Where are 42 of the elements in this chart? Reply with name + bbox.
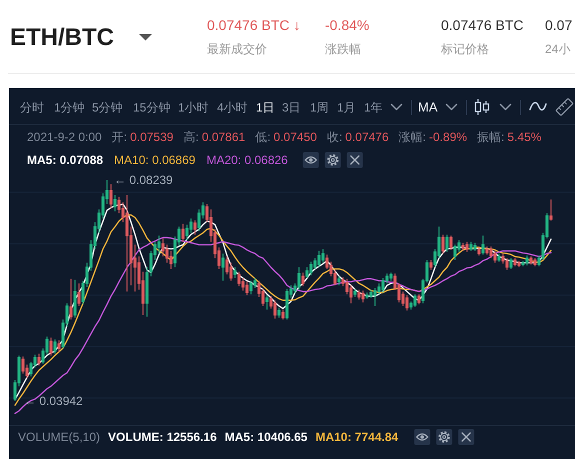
info-value-label: 0.07539 xyxy=(130,130,174,144)
info-key-label: 涨幅: xyxy=(398,130,426,144)
legend-label: MA10: 0.06869 xyxy=(114,153,196,167)
legend-label: MA5: 0.07088 xyxy=(27,153,104,167)
toolbar-label: MA xyxy=(418,100,438,114)
info-value-label: 0.07861 xyxy=(202,130,246,144)
header-label: -0.84% xyxy=(325,17,370,33)
header-label: 标记价格 xyxy=(441,42,489,56)
info-value-label: -0.89% xyxy=(429,130,468,144)
toolbar-label: 15分钟 xyxy=(133,100,170,114)
info-key-label: 高: xyxy=(183,130,199,144)
header-label: 0.07476 BTC xyxy=(441,17,524,33)
info-key-label: 振幅: xyxy=(477,130,504,144)
header-label: 0.07476 BTC ↓ xyxy=(207,17,300,33)
legend-label: MA20: 0.06826 xyxy=(206,153,288,167)
volume-label: MA10: 7744.84 xyxy=(315,430,398,444)
info-value-label: 0.07450 xyxy=(274,130,317,144)
info-key-label: 开: xyxy=(112,130,128,144)
toolbar-label: 1分钟 xyxy=(54,100,85,114)
toolbar-label: 5分钟 xyxy=(92,100,123,114)
info-value-label: 0.07476 xyxy=(345,130,389,144)
info-key-label: 收: xyxy=(326,130,342,144)
toolbar-label: 3日 xyxy=(282,100,301,114)
header-label: 涨跌幅 xyxy=(325,42,361,56)
volume-label: MA5: 10406.65 xyxy=(224,430,308,444)
toolbar-label: 1月 xyxy=(337,100,356,114)
volume-label: VOLUME(5,10) xyxy=(18,430,100,444)
toolbar-label: 1周 xyxy=(310,100,329,114)
header-label: 24小 xyxy=(545,42,570,56)
toolbar-label: 1年 xyxy=(364,100,383,114)
title: ETH/BTC xyxy=(10,24,114,51)
header-label: 最新成交价 xyxy=(207,42,267,56)
header-label: 0.07 xyxy=(545,17,572,33)
toolbar-label: 1小时 xyxy=(178,100,209,114)
toolbar-label: 分时 xyxy=(20,100,44,114)
price-marker-label: ← 0.08239 xyxy=(114,173,173,187)
info-key-label: 低: xyxy=(255,130,271,144)
toolbar-label: 1日 xyxy=(256,100,275,114)
toolbar-label: 4小时 xyxy=(217,100,248,114)
volume-label: VOLUME: 12556.16 xyxy=(108,430,217,444)
info-date-label: 2021-9-2 0:00 xyxy=(27,130,102,144)
info-value-label: 5.45% xyxy=(507,130,542,144)
